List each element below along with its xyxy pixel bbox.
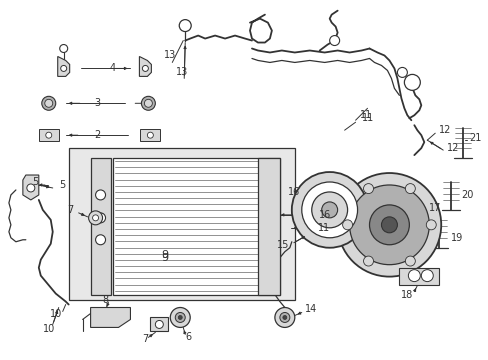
Text: 17: 17 <box>428 203 441 213</box>
Text: 1: 1 <box>317 223 323 233</box>
Text: 5: 5 <box>33 177 39 187</box>
Circle shape <box>170 307 190 328</box>
Polygon shape <box>258 158 279 294</box>
Text: 18: 18 <box>401 289 413 300</box>
Text: 1: 1 <box>322 223 328 233</box>
Circle shape <box>421 270 432 282</box>
Text: 16: 16 <box>287 187 299 197</box>
Text: 20: 20 <box>460 190 472 200</box>
Circle shape <box>147 132 153 138</box>
Text: 14: 14 <box>304 305 316 315</box>
Circle shape <box>141 96 155 110</box>
Circle shape <box>342 220 352 230</box>
Polygon shape <box>90 307 130 328</box>
Text: 11: 11 <box>361 113 373 123</box>
Circle shape <box>144 99 152 107</box>
Polygon shape <box>140 129 160 141</box>
Polygon shape <box>90 158 110 294</box>
Polygon shape <box>399 268 438 285</box>
Circle shape <box>405 184 414 194</box>
Text: 3: 3 <box>94 98 101 108</box>
Polygon shape <box>139 57 151 76</box>
Circle shape <box>404 75 420 90</box>
Text: 21: 21 <box>468 133 481 143</box>
Circle shape <box>407 270 420 282</box>
Text: 10: 10 <box>42 324 55 334</box>
Circle shape <box>95 190 105 200</box>
Polygon shape <box>150 318 168 332</box>
Circle shape <box>179 20 191 32</box>
Text: 10: 10 <box>49 310 61 319</box>
Text: 12: 12 <box>447 143 459 153</box>
Circle shape <box>95 235 105 245</box>
Circle shape <box>291 172 367 248</box>
Circle shape <box>426 220 435 230</box>
Circle shape <box>175 312 185 323</box>
Circle shape <box>142 66 148 71</box>
Text: 11: 11 <box>359 110 371 120</box>
Text: 2: 2 <box>94 130 101 140</box>
Text: 9: 9 <box>162 253 168 263</box>
Circle shape <box>363 184 373 194</box>
Circle shape <box>155 320 163 328</box>
Circle shape <box>45 99 53 107</box>
Circle shape <box>95 213 105 223</box>
Text: 19: 19 <box>450 233 463 243</box>
Circle shape <box>363 256 373 266</box>
Circle shape <box>61 66 66 71</box>
Circle shape <box>405 256 414 266</box>
Text: 16: 16 <box>318 210 330 220</box>
Polygon shape <box>68 148 294 300</box>
Text: 9: 9 <box>162 250 168 260</box>
Circle shape <box>27 184 35 192</box>
Circle shape <box>60 45 67 53</box>
Text: 6: 6 <box>185 332 191 342</box>
Text: 15: 15 <box>277 240 289 250</box>
Circle shape <box>369 205 408 245</box>
Circle shape <box>329 36 339 45</box>
Polygon shape <box>112 158 279 294</box>
Circle shape <box>337 173 440 276</box>
Circle shape <box>282 315 286 319</box>
Text: 5: 5 <box>59 180 65 190</box>
Text: 8: 8 <box>102 294 108 305</box>
Text: 7: 7 <box>142 334 148 345</box>
Circle shape <box>321 202 337 218</box>
Text: 13: 13 <box>164 50 176 60</box>
Circle shape <box>279 312 289 323</box>
Text: 12: 12 <box>438 125 451 135</box>
Circle shape <box>92 215 99 221</box>
Text: 4: 4 <box>109 63 115 73</box>
Text: 7: 7 <box>67 205 74 215</box>
Polygon shape <box>58 57 69 76</box>
Circle shape <box>46 132 52 138</box>
Circle shape <box>274 307 294 328</box>
Polygon shape <box>23 175 39 200</box>
Circle shape <box>381 217 397 233</box>
Polygon shape <box>39 129 59 141</box>
Circle shape <box>41 96 56 110</box>
Circle shape <box>397 67 407 77</box>
Circle shape <box>301 182 357 238</box>
Circle shape <box>178 315 182 319</box>
Circle shape <box>88 211 102 225</box>
Circle shape <box>349 185 428 265</box>
Circle shape <box>311 192 347 228</box>
Text: 13: 13 <box>176 67 188 77</box>
